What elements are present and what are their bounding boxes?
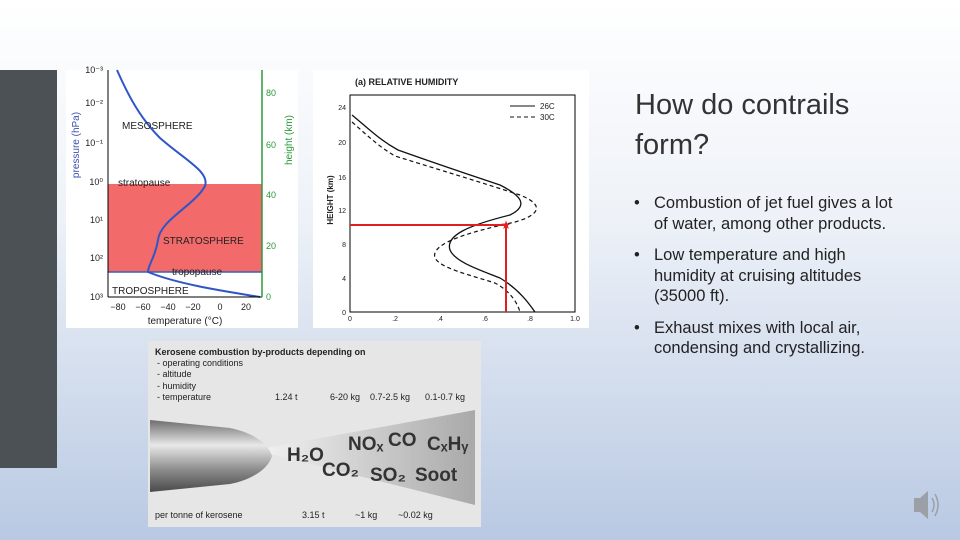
tick-label: 0: [266, 292, 271, 302]
species: SO₂: [370, 465, 406, 486]
tick-label: 60: [266, 140, 276, 150]
footer: per tonne of kerosene: [155, 510, 243, 520]
panel: [313, 70, 589, 328]
condition: - operating conditions: [157, 358, 244, 368]
figure-title: (a) RELATIVE HUMIDITY: [355, 77, 458, 87]
layer-label: TROPOSPHERE: [112, 286, 189, 297]
slide-title: How do contrails form?: [635, 89, 850, 161]
plot-frame: [349, 94, 576, 313]
amount: 6-20 kg: [330, 392, 360, 402]
tick-label: 24: [338, 105, 346, 112]
curve-26c: [351, 114, 536, 313]
tick-label: −60: [135, 302, 150, 312]
tick-label: .6: [482, 316, 488, 323]
species: CO: [388, 430, 417, 451]
tick-label: 12: [338, 208, 346, 215]
layer-label: stratopause: [118, 178, 171, 189]
legend-label: 26C: [540, 102, 555, 111]
atmosphere-figure: 10⁻³ 10⁻² 10⁻¹ 10⁰ 10¹ 10² 10³ pressure …: [66, 65, 298, 328]
tick-label: 10⁻¹: [85, 138, 103, 148]
axis-label: height (km): [284, 115, 295, 165]
tick-label: 0: [217, 302, 222, 312]
axis-label: HEIGHT (km): [326, 175, 335, 225]
amount: 3.15 t: [302, 510, 325, 520]
tick-label: 1.0: [570, 316, 580, 323]
amount: ~0.02 kg: [398, 510, 433, 520]
amount: ~1 kg: [355, 510, 377, 520]
curve-30c: [351, 121, 538, 313]
axis-label: temperature (°C): [148, 316, 223, 327]
amount: 1.24 t: [275, 392, 298, 402]
amount: 0.1-0.7 kg: [425, 392, 465, 402]
tick-label: 20: [338, 140, 346, 147]
tick-label: 80: [266, 88, 276, 98]
exhaust-plume: [255, 410, 475, 505]
species: NOₓ: [348, 434, 384, 455]
legend-label: 30C: [540, 113, 555, 122]
species: CₓHᵧ: [427, 434, 469, 455]
tick-label: .2: [392, 316, 398, 323]
tick-label: 16: [338, 175, 346, 182]
tick-label: −80: [110, 302, 125, 312]
tick-label: 0: [348, 316, 352, 323]
humidity-figure: (a) RELATIVE HUMIDITY ★ 26C 30C 24 20 16…: [313, 70, 589, 328]
bullet: Exhaust mixes with local air, condensing…: [632, 318, 907, 359]
tick-label: 10²: [90, 253, 103, 263]
side-bar: [0, 70, 57, 468]
tick-label: −40: [160, 302, 175, 312]
tick-label: 10³: [90, 292, 103, 302]
audio-icon[interactable]: [914, 491, 939, 519]
tick-label: 4: [342, 276, 346, 283]
species: CO₂: [322, 460, 359, 481]
tick-label: −20: [185, 302, 200, 312]
condition: - humidity: [157, 381, 197, 391]
tick-label: .8: [527, 316, 533, 323]
tick-label: .4: [437, 316, 443, 323]
tick-label: 8: [342, 242, 346, 249]
bullet: Low temperature and high humidity at cru…: [632, 245, 907, 307]
heading: Kerosene combustion by-products dependin…: [155, 347, 366, 357]
layer-label: tropopause: [172, 267, 222, 278]
tick-label: 20: [241, 302, 251, 312]
species: H₂O: [287, 445, 324, 466]
tick-label: 40: [266, 190, 276, 200]
condition: - altitude: [157, 369, 192, 379]
star-marker: ★: [501, 218, 512, 232]
layer-label: STRATOSPHERE: [163, 236, 244, 247]
species: Soot: [415, 465, 458, 486]
layer-label: MESOSPHERE: [122, 121, 193, 132]
tick-label: 10¹: [90, 215, 103, 225]
condition: - temperature: [157, 392, 211, 402]
tick-label: 0: [342, 310, 346, 317]
kerosene-figure: Kerosene combustion by-products dependin…: [148, 341, 481, 527]
amount: 0.7-2.5 kg: [370, 392, 410, 402]
temperature-curve: [116, 69, 261, 298]
bullet: Combustion of jet fuel gives a lot of wa…: [632, 193, 907, 234]
tick-label: 10⁻²: [85, 98, 103, 108]
tick-label: 20: [266, 241, 276, 251]
engine-nozzle: [150, 420, 272, 492]
stratosphere-band: [108, 184, 262, 272]
tick-label: 10⁰: [89, 177, 103, 187]
tick-label: 10⁻³: [85, 65, 103, 75]
axis-label: pressure (hPa): [71, 112, 82, 178]
bullet-list: Combustion of jet fuel gives a lot of wa…: [632, 193, 907, 370]
